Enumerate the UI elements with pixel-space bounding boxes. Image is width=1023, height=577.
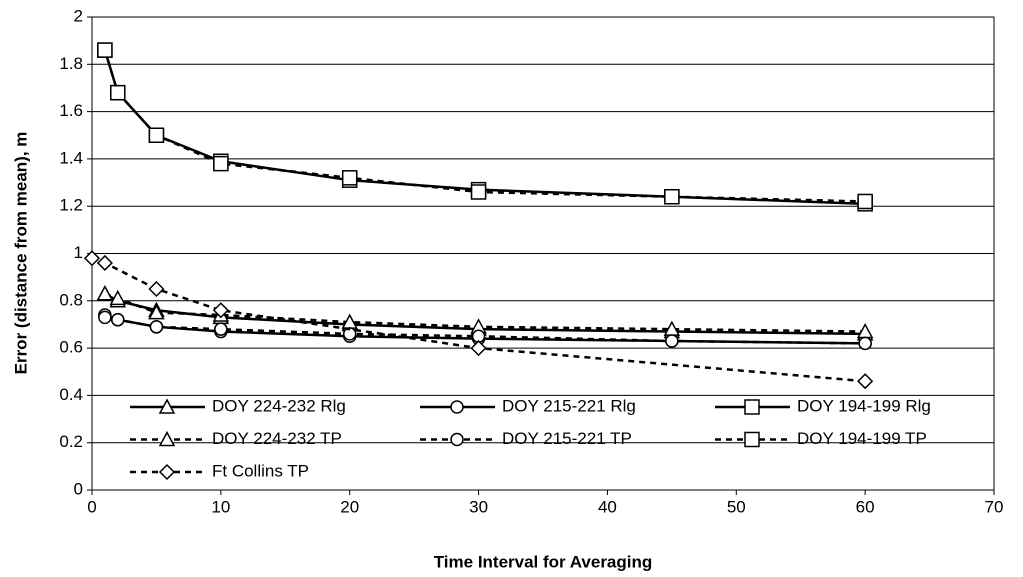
marker: [342, 327, 357, 341]
y-tick-label: 0.6: [59, 338, 83, 357]
marker: [857, 373, 874, 390]
x-tick-label: 50: [727, 497, 746, 516]
marker: [214, 322, 228, 336]
x-axis-label: Time Interval for Averaging: [434, 552, 653, 571]
marker: [148, 280, 165, 298]
marker: [158, 463, 176, 481]
legend-label: DOY 224-232 TP: [212, 429, 342, 448]
y-tick-label: 1: [74, 243, 83, 262]
x-tick-label: 10: [211, 497, 230, 516]
marker: [341, 170, 358, 186]
y-tick-label: 1.8: [59, 54, 83, 73]
marker: [744, 399, 760, 415]
marker: [858, 336, 872, 351]
marker: [149, 320, 164, 334]
legend-label: DOY 215-221 TP: [502, 429, 632, 448]
series-line: [104, 316, 866, 345]
marker: [213, 155, 229, 172]
y-tick-label: 0.2: [59, 432, 83, 451]
legend-label: DOY 194-199 Rlg: [797, 396, 931, 415]
marker: [109, 289, 127, 306]
legend-label: Ft Collins TP: [212, 461, 309, 480]
y-tick-label: 0.8: [59, 290, 83, 309]
marker: [148, 304, 165, 320]
marker: [148, 127, 165, 143]
y-tick-label: 1.2: [59, 196, 83, 215]
x-tick-label: 20: [340, 497, 359, 516]
marker: [664, 188, 680, 205]
y-tick-label: 0.4: [59, 385, 83, 404]
marker: [470, 184, 487, 200]
marker: [744, 431, 760, 448]
marker: [97, 42, 113, 58]
marker: [857, 193, 873, 210]
y-tick-label: 1.6: [59, 101, 83, 120]
marker: [212, 302, 229, 319]
y-tick-label: 0: [74, 479, 83, 498]
marker: [450, 400, 464, 414]
marker: [110, 84, 126, 101]
x-tick-label: 30: [469, 497, 488, 516]
series-line: [103, 49, 866, 206]
legend-label: DOY 194-199 TP: [797, 429, 927, 448]
x-tick-label: 0: [87, 497, 96, 516]
marker: [111, 312, 125, 327]
x-tick-label: 60: [856, 497, 875, 516]
marker: [96, 285, 114, 301]
x-tick-label: 40: [598, 497, 617, 516]
y-tick-label: 2: [74, 6, 83, 25]
marker: [450, 432, 464, 447]
legend-label: DOY 224-232 Rlg: [212, 396, 346, 415]
marker: [158, 398, 176, 414]
marker: [98, 310, 112, 325]
x-tick-label: 70: [985, 497, 1004, 516]
marker: [158, 430, 176, 447]
legend-label: DOY 215-221 Rlg: [502, 396, 636, 415]
marker: [83, 250, 101, 267]
y-tick-label: 1.4: [59, 148, 83, 167]
series-line: [103, 49, 866, 203]
y-axis-label: Error (distance from mean), m: [11, 132, 30, 375]
marker: [470, 340, 487, 357]
marker: [665, 334, 679, 348]
marker: [96, 254, 113, 272]
